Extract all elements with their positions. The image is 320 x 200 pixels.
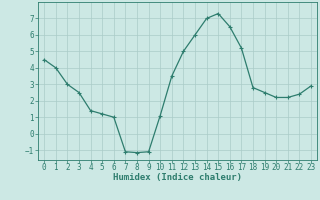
X-axis label: Humidex (Indice chaleur): Humidex (Indice chaleur) — [113, 173, 242, 182]
